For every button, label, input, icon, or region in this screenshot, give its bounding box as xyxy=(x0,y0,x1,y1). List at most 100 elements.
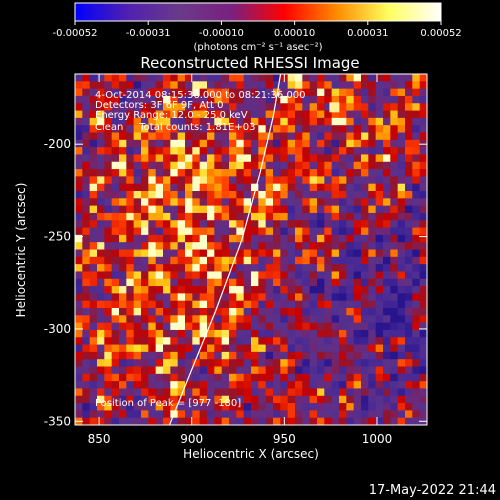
heatmap-cell xyxy=(111,212,120,221)
heatmap-cell xyxy=(133,256,142,265)
heatmap-cell xyxy=(155,308,164,316)
heatmap-cell xyxy=(346,249,355,258)
heatmap-cell xyxy=(251,395,259,404)
annotation-block: 4-Oct-2014 08:15:36.000 to 08:21:36.000 … xyxy=(95,90,306,133)
heatmap-cell xyxy=(155,132,164,141)
heatmap-cell xyxy=(185,103,193,112)
heatmap-cell xyxy=(353,388,362,397)
heatmap-cell xyxy=(192,81,201,90)
heatmap-cell xyxy=(258,242,267,251)
heatmap-cell xyxy=(265,329,274,338)
heatmap-cell xyxy=(353,234,362,243)
heatmap-cell xyxy=(192,351,201,360)
heatmap-cell xyxy=(383,249,391,258)
heatmap-cell xyxy=(243,315,252,324)
heatmap-cell xyxy=(155,154,164,163)
heatmap-cell xyxy=(361,95,369,104)
heatmap-cell xyxy=(309,161,318,170)
heatmap-cell xyxy=(192,308,201,316)
heatmap-cell xyxy=(133,125,142,134)
heatmap-cell xyxy=(199,315,208,324)
heatmap-cell xyxy=(368,293,377,302)
heatmap-cell xyxy=(75,242,83,251)
heatmap-cell xyxy=(346,308,355,316)
heatmap-cell xyxy=(126,373,135,382)
heatmap-cell xyxy=(317,403,325,411)
heatmap-cell xyxy=(148,125,157,134)
heatmap-cell xyxy=(265,183,274,192)
heatmap-cell xyxy=(104,403,113,411)
heatmap-cell xyxy=(229,381,237,390)
heatmap-cell xyxy=(324,351,333,360)
heatmap-cell xyxy=(111,278,120,287)
heatmap-cell xyxy=(295,183,303,192)
heatmap-cell xyxy=(155,315,164,324)
heatmap-cell xyxy=(236,264,245,273)
heatmap-cell xyxy=(324,139,333,148)
heatmap-cell xyxy=(75,286,83,294)
heatmap-cell xyxy=(287,329,296,338)
heatmap-cell xyxy=(82,169,91,177)
heatmap-cell xyxy=(148,351,157,360)
heatmap-cell xyxy=(111,271,120,280)
heatmap-cell xyxy=(82,220,91,229)
heatmap-cell xyxy=(192,117,201,126)
heatmap-cell xyxy=(317,154,325,163)
heatmap-cell xyxy=(119,161,127,170)
heatmap-cell xyxy=(163,117,171,126)
heatmap-cell xyxy=(405,293,413,302)
heatmap-cell xyxy=(405,271,413,280)
heatmap-cell xyxy=(383,234,391,243)
heatmap-cell xyxy=(236,191,245,199)
heatmap-cell xyxy=(163,161,171,170)
heatmap-cell xyxy=(339,169,347,177)
heatmap-cell xyxy=(111,139,120,148)
heatmap-cell xyxy=(243,110,252,119)
heatmap-cell xyxy=(119,242,127,251)
heatmap-cell xyxy=(375,154,384,163)
heatmap-cell xyxy=(75,198,83,207)
heatmap-cell xyxy=(119,212,127,221)
heatmap-cell xyxy=(243,286,252,294)
heatmap-cell xyxy=(353,205,362,214)
heatmap-cell xyxy=(163,191,171,199)
heatmap-cell xyxy=(133,388,142,397)
heatmap-cell xyxy=(185,154,193,163)
heatmap-cell xyxy=(346,227,355,236)
heatmap-cell xyxy=(287,351,296,360)
heatmap-cell xyxy=(368,315,377,324)
heatmap-cell xyxy=(207,278,215,287)
heatmap-cell xyxy=(412,344,421,353)
heatmap-cell xyxy=(185,322,193,331)
heatmap-cell xyxy=(346,147,355,156)
heatmap-cell xyxy=(331,337,340,346)
heatmap-cell xyxy=(309,300,318,309)
heatmap-cell xyxy=(243,329,252,338)
heatmap-cell xyxy=(229,388,237,397)
heatmap-cell xyxy=(229,110,237,119)
heatmap-cell xyxy=(412,161,421,170)
heatmap-cell xyxy=(185,132,193,141)
heatmap-cell xyxy=(185,110,193,119)
heatmap-cell xyxy=(339,337,347,346)
heatmap-cell xyxy=(368,198,377,207)
heatmap-cell xyxy=(295,286,303,294)
heatmap-cell xyxy=(221,139,230,148)
heatmap-cell xyxy=(236,212,245,221)
heatmap-cell xyxy=(163,366,171,375)
heatmap-cell xyxy=(251,315,259,324)
heatmap-cell xyxy=(104,183,113,192)
heatmap-cell xyxy=(185,117,193,126)
heatmap-cell xyxy=(331,198,340,207)
heatmap-cell xyxy=(207,388,215,397)
heatmap-cell xyxy=(199,176,208,185)
heatmap-cell xyxy=(214,388,223,397)
heatmap-cell xyxy=(397,381,406,390)
heatmap-cell xyxy=(405,81,413,90)
heatmap-cell xyxy=(243,81,252,90)
heatmap-cell xyxy=(243,125,252,134)
heatmap-cell xyxy=(163,205,171,214)
heatmap-cell xyxy=(126,337,135,346)
heatmap-cell xyxy=(280,256,289,265)
heatmap-cell xyxy=(251,344,259,353)
